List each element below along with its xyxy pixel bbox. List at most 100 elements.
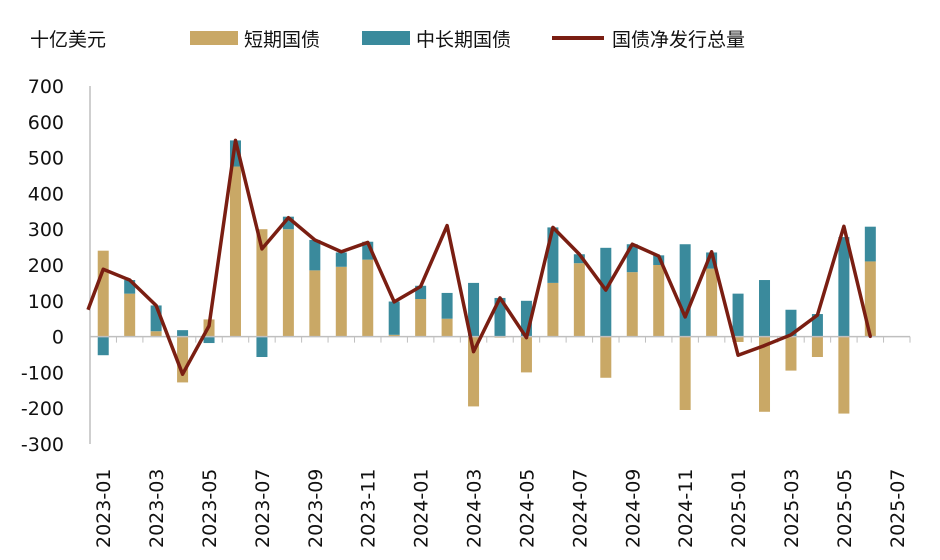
net-issuance-point (260, 247, 264, 251)
x-tick-label: 2024-03 (464, 469, 486, 548)
bar-long-term (679, 244, 691, 337)
bar-long-term (388, 301, 400, 335)
bar-short-term (388, 334, 400, 337)
net-issuance-point (101, 267, 105, 271)
bar-short-term (256, 229, 268, 337)
legend-label-long-term: 中长期国债 (416, 29, 511, 51)
net-issuance-point (657, 254, 661, 258)
net-issuance-point (524, 336, 528, 340)
net-issuance-point (128, 278, 132, 282)
y-tick-label: 0 (52, 327, 64, 349)
bar-long-term (335, 252, 347, 267)
bar-short-term (124, 293, 136, 337)
bar-short-term (732, 336, 744, 342)
bar-short-term (547, 282, 559, 337)
legend: 短期国债 中长期国债 国债净发行总量 (190, 29, 745, 51)
net-issuance-point (868, 335, 872, 339)
bar-short-term (626, 272, 638, 337)
bar-long-term (468, 282, 480, 337)
bars (97, 140, 876, 414)
bar-long-term (573, 254, 585, 264)
net-issuance-points (101, 138, 872, 376)
bar-short-term (838, 336, 850, 414)
net-issuance-point (181, 372, 185, 376)
net-issuance-point (207, 324, 211, 328)
net-issuance-point (339, 250, 343, 254)
bar-short-term (97, 250, 109, 337)
net-issuance-point (551, 225, 555, 229)
net-issuance-point (763, 344, 767, 348)
bar-long-term (177, 330, 189, 337)
y-tick-label: 300 (28, 219, 64, 241)
x-tick-label: 2023-11 (358, 469, 380, 548)
bar-short-term (864, 261, 876, 337)
bar-short-term (415, 299, 427, 337)
y-tick-label: 500 (28, 148, 64, 170)
net-issuance-point (815, 313, 819, 317)
bar-short-term (362, 259, 374, 337)
x-tick-label: 2024-07 (569, 469, 591, 548)
net-issuance-point (630, 242, 634, 246)
y-tick-label: 700 (28, 76, 64, 98)
bar-long-term (494, 297, 506, 337)
bar-long-term (415, 285, 427, 300)
bar-long-term (282, 216, 294, 230)
bar-long-term (203, 336, 215, 344)
x-tick-label: 2023-05 (199, 469, 221, 548)
net-issuance-point (286, 216, 290, 220)
net-issuance-point (604, 288, 608, 292)
bar-long-term (229, 140, 241, 167)
bar-long-term (706, 252, 718, 269)
net-issuance-point (789, 333, 793, 337)
net-issuance-point (445, 224, 449, 228)
bar-short-term (520, 336, 532, 373)
bar-short-term (468, 336, 480, 407)
bar-short-term (441, 318, 453, 337)
x-tick-label: 2023-07 (252, 469, 274, 548)
net-issuance-point (683, 315, 687, 319)
x-tick-label: 2023-09 (305, 469, 327, 548)
bar-long-term (626, 244, 638, 273)
bar-long-term (811, 314, 823, 337)
net-issuance-point (498, 296, 502, 300)
net-issuance-point (313, 238, 317, 242)
y-tick-label: -300 (21, 434, 64, 456)
bar-long-term (785, 309, 797, 337)
x-tick-label: 2025-03 (781, 469, 803, 548)
bar-long-term (759, 280, 771, 337)
y-tick-label: -100 (21, 362, 64, 384)
bar-long-term (600, 247, 612, 337)
bar-long-term (309, 239, 321, 271)
x-tick-label: 2024-01 (411, 469, 433, 548)
y-axis: -300 -200 -100 0 100 200 300 400 500 600 700 (21, 76, 64, 456)
net-issuance-point (419, 284, 423, 288)
x-axis-labels: 2023-01 2023-03 2023-05 2023-07 2023-09 2023-… (93, 469, 909, 548)
net-issuance-point (233, 138, 237, 142)
bar-short-term (573, 263, 585, 337)
bar-short-term (309, 270, 321, 337)
net-issuance-point (577, 252, 581, 256)
x-tick-marks (89, 336, 911, 343)
bar-short-term (177, 336, 189, 383)
bar-short-term (759, 336, 771, 412)
y-tick-label: 600 (28, 112, 64, 134)
x-tick-label: 2024-11 (675, 469, 697, 548)
bar-long-term (362, 241, 374, 260)
bar-short-term (600, 336, 612, 378)
bar-short-term (785, 336, 797, 371)
net-issuance-point (366, 240, 370, 244)
bar-short-term (811, 336, 823, 358)
bar-long-term (547, 227, 559, 283)
bar-long-term (97, 336, 109, 356)
legend-label-net-issuance: 国债净发行总量 (612, 29, 745, 51)
net-issuance-point (710, 250, 714, 254)
bar-long-term (441, 292, 453, 319)
x-tick-label: 2024-09 (622, 469, 644, 548)
bar-long-term (864, 226, 876, 262)
net-issuance-point (842, 224, 846, 228)
x-tick-label: 2025-07 (887, 469, 909, 548)
bar-long-term (256, 336, 268, 358)
x-tick-label: 2023-01 (93, 469, 115, 548)
bar-short-term (282, 229, 294, 337)
x-tick-label: 2025-05 (834, 469, 856, 548)
